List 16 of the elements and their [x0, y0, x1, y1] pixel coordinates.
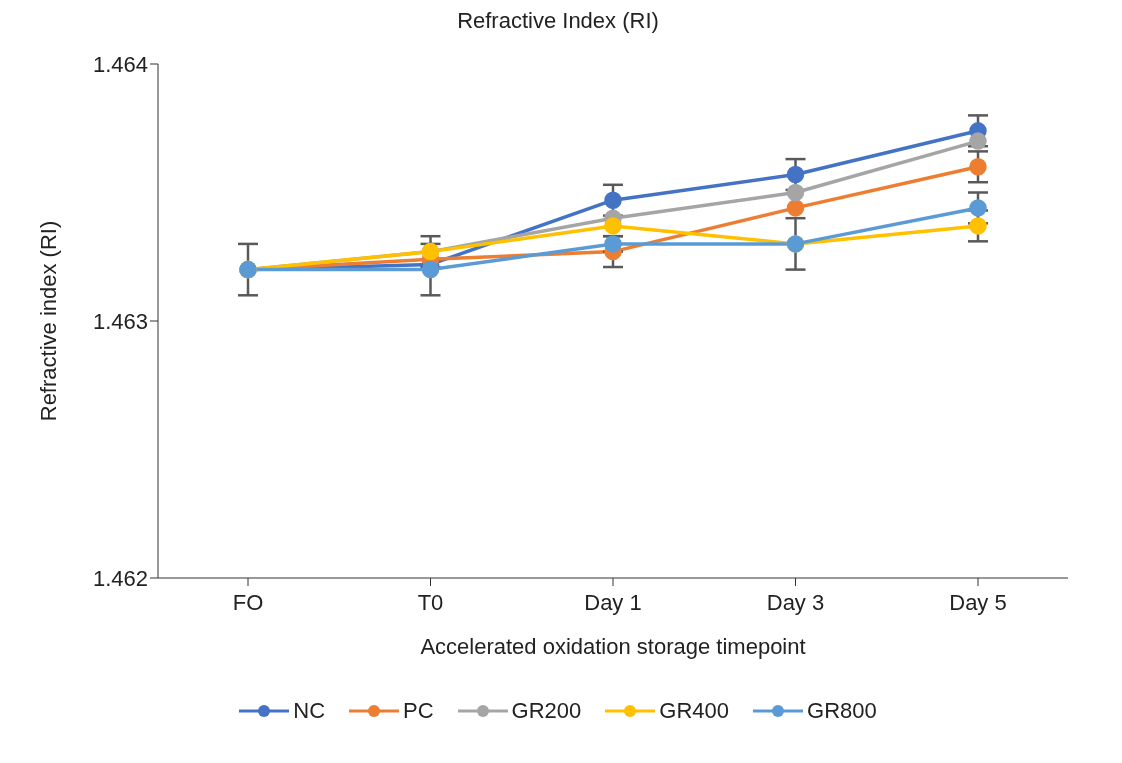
y-axis-title: Refractive index (RI) [35, 220, 61, 422]
y-tick-label: 1.463 [92, 308, 148, 334]
x-tick-label: FO [232, 589, 264, 615]
x-axis-title: Accelerated oxidation storage timepoint [420, 634, 806, 659]
legend-label: GR800 [806, 698, 877, 724]
x-tick-label: T0 [417, 589, 444, 615]
y-tick-label: 1.464 [92, 51, 148, 77]
legend-label: PC [402, 698, 434, 724]
y-tick-label: 1.462 [92, 565, 148, 591]
legend-label: GR400 [658, 698, 730, 724]
x-tick-label: Day 5 [949, 589, 1007, 615]
chart-title: Refractive Index (RI) [456, 8, 660, 34]
x-tick-label: Day 3 [766, 589, 825, 615]
legend-label: GR200 [510, 698, 582, 724]
x-tick-label: Day 1 [584, 589, 642, 615]
legend-label: NC [292, 698, 326, 724]
